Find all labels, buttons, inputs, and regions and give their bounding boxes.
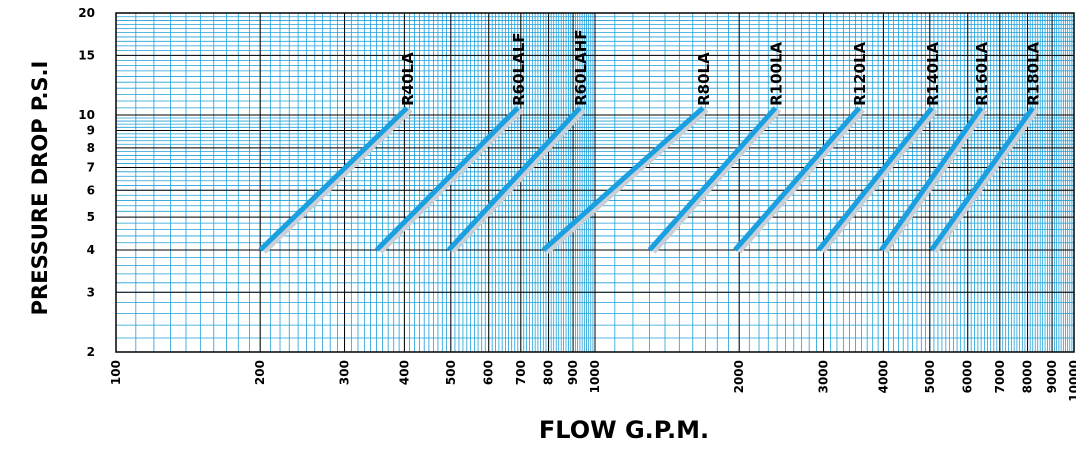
series-labels: R40LA R60LALF R60LAHF R80LA R100LA R120LA R140… bbox=[399, 29, 1043, 105]
series-label: R120LA bbox=[851, 41, 869, 105]
series-line bbox=[541, 105, 705, 252]
x-tick-label: 6000 bbox=[961, 360, 975, 393]
x-axis-title: FLOW G.P.M. bbox=[539, 416, 709, 444]
x-tick-label: 200 bbox=[253, 360, 267, 385]
series-shadow bbox=[820, 108, 938, 254]
series-label: R80LA bbox=[695, 52, 713, 106]
x-tick-label: 400 bbox=[397, 360, 411, 385]
series-label: R60LAHF bbox=[572, 29, 590, 105]
y-tick-label: 4 bbox=[87, 243, 95, 257]
series-label: R60LALF bbox=[510, 32, 528, 105]
y-tick-label: 6 bbox=[87, 183, 95, 197]
y-tick-label: 2 bbox=[87, 345, 95, 359]
x-tick-label: 700 bbox=[514, 360, 528, 385]
x-tick-label: 4000 bbox=[876, 360, 890, 393]
x-tick-label: 8000 bbox=[1021, 360, 1035, 393]
y-tick-label: 20 bbox=[78, 6, 95, 20]
series-shadow bbox=[378, 108, 524, 254]
x-tick-label: 7000 bbox=[993, 360, 1007, 393]
series-line bbox=[374, 106, 520, 252]
y-axis-title: PRESSURE DROP P.S.I bbox=[28, 61, 52, 316]
series-shadow bbox=[262, 108, 413, 254]
x-tick-label: 600 bbox=[482, 360, 496, 385]
series-layer bbox=[258, 105, 1039, 254]
y-tick-label: 10 bbox=[78, 108, 95, 122]
series-shadow bbox=[651, 108, 782, 254]
series-line bbox=[733, 106, 862, 252]
x-tick-label: 5000 bbox=[923, 360, 937, 393]
x-tick-label: 1000 bbox=[588, 360, 602, 393]
y-tick-label: 5 bbox=[87, 210, 95, 224]
series-label: R160LA bbox=[973, 41, 991, 105]
series-label: R100LA bbox=[767, 41, 785, 105]
series-shadow bbox=[450, 108, 586, 254]
y-tick-label: 7 bbox=[87, 161, 95, 175]
series-shadow bbox=[883, 108, 988, 254]
series-line bbox=[258, 106, 409, 252]
series-shadow bbox=[933, 108, 1039, 254]
series-line bbox=[879, 106, 984, 252]
x-axis-ticks: 100 200 300 400 500 600 700 800 900 1000 2000 3000 4… bbox=[109, 360, 1076, 402]
x-tick-label: 800 bbox=[542, 360, 556, 385]
x-tick-label: 9000 bbox=[1045, 360, 1059, 393]
y-tick-label: 9 bbox=[87, 124, 95, 138]
series-label: R40LA bbox=[399, 52, 417, 106]
x-tick-label: 3000 bbox=[817, 360, 831, 393]
y-axis-ticks: 2 3 4 5 6 7 8 9 10 15 20 bbox=[78, 6, 95, 359]
x-tick-label: 500 bbox=[444, 360, 458, 385]
series-label: R140LA bbox=[924, 41, 942, 105]
x-tick-label: 300 bbox=[338, 360, 352, 385]
series-line bbox=[816, 106, 934, 252]
x-tick-label: 100 bbox=[109, 360, 123, 385]
x-tick-label: 900 bbox=[566, 360, 580, 385]
plot-frame bbox=[115, 12, 1075, 353]
x-tick-label: 2000 bbox=[732, 360, 746, 393]
y-tick-label: 3 bbox=[87, 285, 95, 299]
x-tick-label: 10000 bbox=[1067, 360, 1076, 402]
series-line bbox=[446, 106, 582, 252]
y-tick-label: 8 bbox=[87, 141, 95, 155]
y-tick-label: 15 bbox=[78, 48, 95, 62]
series-line bbox=[929, 106, 1035, 252]
series-shadow bbox=[545, 107, 709, 254]
series-line bbox=[647, 106, 778, 252]
series-label: R180LA bbox=[1025, 41, 1043, 105]
series-shadow bbox=[737, 108, 866, 254]
plot-border bbox=[115, 12, 1075, 353]
